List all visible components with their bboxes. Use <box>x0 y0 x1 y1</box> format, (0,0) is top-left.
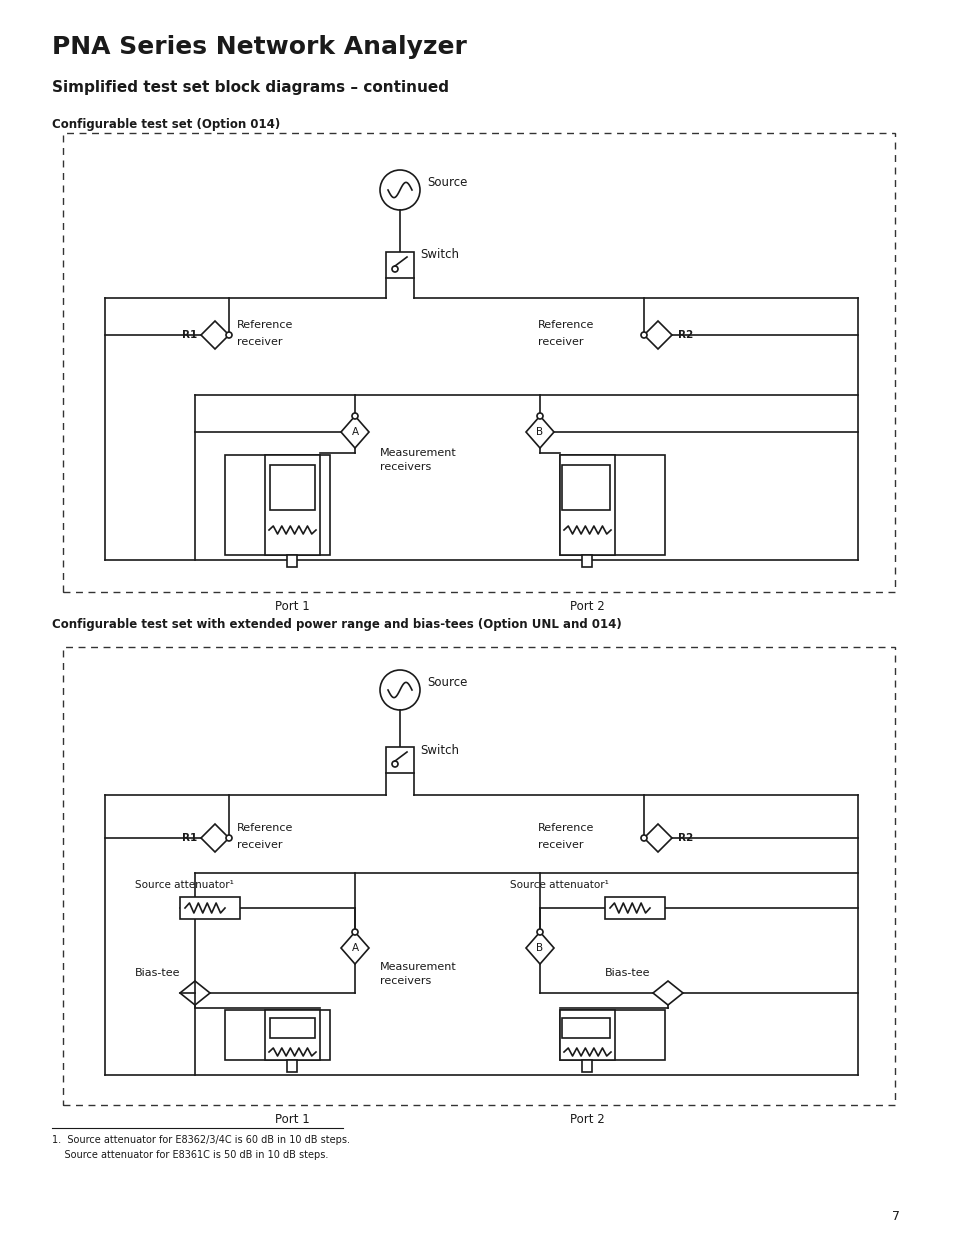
Text: Source: Source <box>427 676 467 688</box>
Bar <box>287 1060 297 1072</box>
Text: Bias-tee: Bias-tee <box>135 968 180 978</box>
Text: Reference: Reference <box>236 320 294 330</box>
Bar <box>561 466 609 510</box>
Bar <box>265 454 319 555</box>
Text: receiver: receiver <box>537 337 583 347</box>
Text: receiver: receiver <box>236 337 282 347</box>
Text: Port 1: Port 1 <box>274 1113 310 1126</box>
Circle shape <box>537 929 542 935</box>
Bar <box>287 555 297 567</box>
Bar <box>559 454 664 555</box>
Bar <box>582 1060 592 1072</box>
Bar <box>270 466 314 510</box>
Bar <box>225 1010 330 1060</box>
Text: B: B <box>536 427 543 437</box>
Circle shape <box>226 835 232 841</box>
Bar <box>63 133 894 592</box>
Circle shape <box>392 266 397 272</box>
Text: Configurable test set with extended power range and bias-tees (Option UNL and 01: Configurable test set with extended powe… <box>52 618 621 631</box>
Text: Configurable test set (Option 014): Configurable test set (Option 014) <box>52 119 280 131</box>
Text: receivers: receivers <box>379 462 431 472</box>
Circle shape <box>640 332 646 338</box>
Bar <box>582 555 592 567</box>
Bar <box>270 1018 314 1037</box>
Bar <box>386 252 414 278</box>
Text: Measurement: Measurement <box>379 962 456 972</box>
Text: Reference: Reference <box>537 320 594 330</box>
Text: R1: R1 <box>182 330 196 340</box>
Text: Source: Source <box>427 175 467 189</box>
Circle shape <box>352 929 357 935</box>
Text: Source attenuator for E8361C is 50 dB in 10 dB steps.: Source attenuator for E8361C is 50 dB in… <box>52 1150 328 1160</box>
Circle shape <box>226 332 232 338</box>
Bar <box>63 647 894 1105</box>
Bar <box>559 454 615 555</box>
Bar <box>604 897 664 919</box>
Text: Port 1: Port 1 <box>274 600 310 613</box>
Text: R1: R1 <box>182 832 196 844</box>
Text: A: A <box>351 427 358 437</box>
Text: A: A <box>351 944 358 953</box>
Text: 7: 7 <box>891 1210 899 1223</box>
Text: Reference: Reference <box>537 823 594 832</box>
Text: Simplified test set block diagrams – continued: Simplified test set block diagrams – con… <box>52 80 449 95</box>
Bar <box>559 1010 664 1060</box>
Text: Switch: Switch <box>419 248 458 262</box>
Text: 1.  Source attenuator for E8362/3/4C is 60 dB in 10 dB steps.: 1. Source attenuator for E8362/3/4C is 6… <box>52 1135 350 1145</box>
Bar <box>180 897 240 919</box>
Text: R2: R2 <box>678 330 693 340</box>
Text: receiver: receiver <box>537 840 583 850</box>
Bar <box>559 1010 615 1060</box>
Text: Source attenuator¹: Source attenuator¹ <box>510 881 608 890</box>
Circle shape <box>537 412 542 419</box>
Text: PNA Series Network Analyzer: PNA Series Network Analyzer <box>52 35 466 59</box>
Bar <box>225 454 330 555</box>
Text: receivers: receivers <box>379 976 431 986</box>
Text: B: B <box>536 944 543 953</box>
Text: R2: R2 <box>678 832 693 844</box>
Circle shape <box>640 835 646 841</box>
Text: Switch: Switch <box>419 743 458 757</box>
Circle shape <box>352 412 357 419</box>
Text: receiver: receiver <box>236 840 282 850</box>
Text: Reference: Reference <box>236 823 294 832</box>
Text: Port 2: Port 2 <box>570 1113 604 1126</box>
Text: Measurement: Measurement <box>379 448 456 458</box>
Bar <box>386 747 414 773</box>
Text: Source attenuator¹: Source attenuator¹ <box>135 881 233 890</box>
Text: Port 2: Port 2 <box>570 600 604 613</box>
Circle shape <box>392 761 397 767</box>
Text: Bias-tee: Bias-tee <box>604 968 650 978</box>
Bar <box>265 1010 319 1060</box>
Bar <box>561 1018 609 1037</box>
